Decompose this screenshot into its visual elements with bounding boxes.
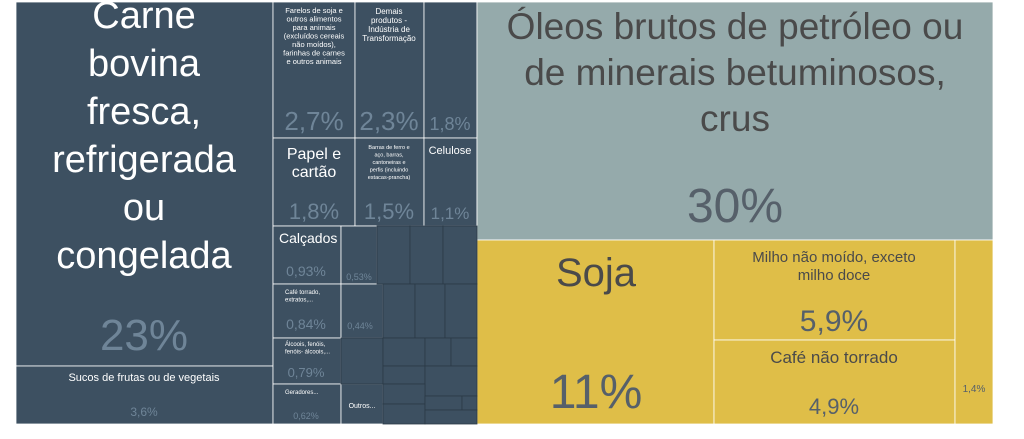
tile-percentage: 4,9% xyxy=(809,394,859,419)
treemap-tile[interactable]: Óleos brutos de petróleo ou de minerais b… xyxy=(476,1,994,241)
tile-rect xyxy=(354,1,425,139)
tile-label: Geradores... xyxy=(285,390,319,396)
tile-label: Demais produtos -Indústria de Transformaçã… xyxy=(362,7,416,43)
tile-percentage: 1,8% xyxy=(289,199,339,224)
treemap-tile[interactable]: Barras de ferro e aço, barras, cantoneiras… xyxy=(354,137,425,227)
tile-percentage: 5,9% xyxy=(800,305,868,338)
treemap-tile[interactable]: Café não torrado 4,9% xyxy=(713,339,956,425)
tile-percentage: 11% xyxy=(550,366,643,419)
tile-percentage: 1,8% xyxy=(429,114,470,134)
treemap-tile[interactable]: 1,4% xyxy=(954,239,994,425)
treemap-tile[interactable]: Calçados 0,93% xyxy=(272,225,342,285)
tile-percentage: 0,93% xyxy=(286,263,326,279)
treemap-tiles: Carne bovina fresca, refrigerada ou congelada… xyxy=(15,0,994,425)
minor-tile xyxy=(382,283,416,339)
minor-tile xyxy=(424,337,452,367)
treemap-tile[interactable]: Milho não moído, exceto milho doce 5,9% xyxy=(713,239,956,341)
tile-rect xyxy=(272,137,356,227)
tile-rect xyxy=(713,239,956,341)
treemap-tile[interactable]: Outros... xyxy=(340,383,384,425)
tile-percentage: 0,53% xyxy=(346,272,372,282)
tile-rect xyxy=(423,137,478,227)
tile-rect xyxy=(354,137,425,227)
tile-rect xyxy=(272,383,342,425)
treemap-tile[interactable]: 0,53% xyxy=(340,225,378,285)
tile-percentage: 0,44% xyxy=(347,321,373,331)
minor-tile xyxy=(414,283,446,339)
tile-percentage: 0,79% xyxy=(288,365,325,380)
minor-tile xyxy=(461,395,478,411)
tile-percentage: 0,62% xyxy=(293,411,319,421)
tile-rect xyxy=(340,383,384,425)
tile-rect xyxy=(272,1,356,139)
minor-tile xyxy=(382,383,426,405)
treemap-tile[interactable]: Álcoois, fenóis, fenóis- álcoois,... 0,79% xyxy=(272,337,342,385)
tile-rect xyxy=(476,239,715,425)
minor-tile xyxy=(382,403,426,425)
tile-rect xyxy=(15,365,274,425)
minor-tiles xyxy=(340,225,478,425)
treemap-tile[interactable]: 1,8% xyxy=(423,1,478,139)
tile-percentage: 1,4% xyxy=(963,384,986,395)
treemap-tile[interactable]: Carne bovina fresca, refrigerada ou congelada… xyxy=(15,0,274,367)
tile-label: Calçados xyxy=(279,230,337,246)
treemap-tile[interactable]: Papel e cartão 1,8% xyxy=(272,137,356,227)
tile-rect xyxy=(476,1,994,241)
tile-rect xyxy=(713,339,956,425)
tile-percentage: 1,5% xyxy=(364,199,414,224)
minor-tile xyxy=(376,225,411,285)
tile-label: Papel e cartão xyxy=(287,146,341,181)
tile-rect xyxy=(954,239,994,425)
minor-tile xyxy=(442,225,478,285)
tile-rect xyxy=(423,1,478,139)
minor-tile xyxy=(424,409,478,425)
tile-label: Álcoois, fenóis, fenóis- álcoois,... xyxy=(285,341,330,356)
tile-percentage: 0,84% xyxy=(286,316,326,332)
minor-tile xyxy=(340,337,384,385)
tile-label: Café não torrado xyxy=(770,348,898,367)
tile-percentage: 30% xyxy=(687,180,783,233)
tile-label: Milho não moído, exceto milho doce xyxy=(752,249,915,284)
minor-tile xyxy=(382,365,426,385)
tile-label: Farelos de soja e outros alimentos para an… xyxy=(283,6,345,66)
tile-rect xyxy=(15,1,274,367)
treemap-tile[interactable]: Demais produtos -Indústria de Transformaçã… xyxy=(354,1,425,139)
treemap-tile[interactable]: Café torrado, extratos,... 0,84% xyxy=(272,283,342,339)
tile-label: Sucos de frutas ou de vegetais xyxy=(68,372,220,384)
tile-percentage: 3,6% xyxy=(130,405,158,419)
treemap-tile[interactable]: Farelos de soja e outros alimentos para an… xyxy=(272,1,356,139)
treemap-tile[interactable]: Sucos de frutas ou de vegetais 3,6% xyxy=(15,365,274,425)
tile-label: Café torrado, extratos,... xyxy=(285,290,320,304)
minor-tile xyxy=(424,395,463,411)
tile-label: Carne bovina fresca, refrigerada ou congelada xyxy=(52,0,237,277)
tile-label: Óleos brutos de petróleo ou de minerais b… xyxy=(507,6,964,139)
tile-rect xyxy=(272,225,342,285)
tile-percentage: 23% xyxy=(100,311,188,360)
tile-label: Outros... xyxy=(349,403,376,410)
minor-tile xyxy=(382,337,426,367)
minor-tile xyxy=(424,365,478,397)
tile-percentage: 2,7% xyxy=(284,106,343,136)
tile-label: Barras de ferro e aço, barras, cantoneiras… xyxy=(368,145,411,181)
tile-label: Soja xyxy=(556,251,637,295)
tile-rect xyxy=(272,337,342,385)
tile-percentage: 2,3% xyxy=(359,106,418,136)
minor-tile xyxy=(444,283,478,339)
tile-label: Celulose xyxy=(429,145,472,157)
tile-rect xyxy=(340,225,378,285)
treemap-tile[interactable]: Celulose 1,1% xyxy=(423,137,478,227)
treemap-tile[interactable]: Soja 11% xyxy=(476,239,715,425)
treemap-tile[interactable]: Geradores... 0,62% xyxy=(272,383,342,425)
minor-tile xyxy=(409,225,444,285)
minor-tile xyxy=(450,337,478,367)
tile-rect xyxy=(340,283,384,339)
tile-rect xyxy=(272,283,342,339)
tile-percentage: 1,1% xyxy=(431,204,470,223)
treemap-tile[interactable]: 0,44% xyxy=(340,283,384,339)
